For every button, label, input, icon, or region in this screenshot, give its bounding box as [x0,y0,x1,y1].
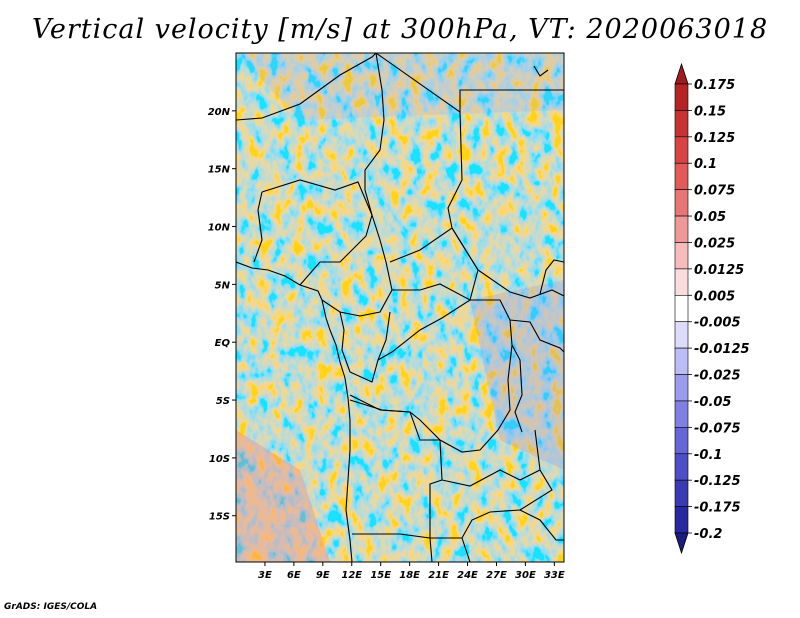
border-horn [539,259,564,295]
colorbar-swatch [674,453,689,481]
border-cameroon [321,214,393,317]
border-egypt-sudan [459,89,564,112]
colorbar-swatch [674,479,689,507]
x-tick-label: 12E [341,570,362,581]
x-tick-label: 15E [370,570,391,581]
colorbar-label: 0.175 [694,78,735,93]
x-tick-label: 6E [287,570,301,581]
colorbar-swatch [674,400,689,428]
border-chad-east [375,53,463,229]
x-tick-label: 24E [457,570,478,581]
colorbar-swatch [674,110,689,138]
y-tick-label: 10S [209,454,230,465]
colorbar-swatch [674,83,689,111]
colorbar-label: 0.1 [694,157,717,172]
colorbar-label: -0.175 [694,501,741,516]
map-frame [235,52,565,563]
y-tick-label: 5N [215,280,231,291]
colorbar-label: 0.005 [694,289,735,304]
colorbar-label: -0.2 [694,527,722,542]
x-tick-label: 33E [544,570,565,581]
colorbar-label: -0.025 [694,369,741,384]
y-tick-label: 5S [216,396,230,407]
y-tick-label: EQ [215,338,231,349]
coastline-west-africa [236,261,353,562]
x-tick-label: 3E [258,570,272,581]
chart-title: Vertical velocity [m/s] at 300hPa, VT: 2… [31,14,769,45]
map-area [236,53,564,562]
colorbar: 0.175 0.15 0.125 0.1 0.075 0.05 0.025 0.0125 0.0… [674,62,750,555]
colorbar-label: 0.125 [694,131,735,146]
x-tick-label: 30E [515,570,536,581]
x-tick-label: 18E [399,570,420,581]
colorbar-swatch [674,427,689,455]
colorbar-swatch [674,136,689,164]
east-descent-region [470,280,564,470]
colorbar-label: 0.15 [694,104,726,119]
colorbar-label: -0.0125 [694,342,750,357]
y-tick-label: 15N [208,165,231,176]
y-tick-label: 20N [208,107,231,118]
colorbar-swatch [674,347,689,375]
southwest-ascent-region [236,430,330,562]
border-chad-west [364,53,385,216]
colorbar-swatch [674,506,689,534]
colorbar-label: 0.075 [694,184,735,199]
border-nigeria [261,179,373,286]
colorbar-swatch [674,215,689,243]
colorbar-swatch [674,374,689,402]
y-tick-label: 10N [208,223,231,234]
border-sinai [533,65,549,77]
country-borders [236,53,564,562]
colorbar-label: 0.0125 [694,263,744,278]
colorbar-label: -0.1 [694,448,722,463]
colorbar-swatch [674,162,689,190]
colorbar-label: 0.025 [694,236,735,251]
y-tick-label: 15S [209,512,230,523]
x-tick-label: 27E [486,570,507,581]
y-axis: 20N 15N 10N 5N EQ 5S 10S 15S [208,107,236,523]
colorbar-swatch [674,189,689,217]
x-tick-label: 21E [428,570,449,581]
x-axis: 3E 6E 9E 12E 15E 18E 21E 24E 27E 30E 33E [258,562,565,581]
border-uganda-kenya [509,319,564,353]
colorbar-swatch [674,294,689,323]
border-namibia-botswana [429,509,564,562]
colorbar-label: -0.075 [694,421,741,436]
colorbar-label: 0.05 [694,210,726,225]
border-sudan-south [451,227,564,299]
border-angola [349,399,443,539]
x-tick-label: 9E [316,570,330,581]
colorbar-swatch [674,321,689,349]
border-zambia [441,469,553,511]
border-sahara-north [236,53,377,121]
colorbar-label: -0.125 [694,474,741,489]
vertical-velocity-field [236,53,564,562]
border-east-lakes [511,344,541,471]
colorbar-extend-max [674,62,689,85]
colorbar-label: -0.05 [694,395,731,410]
border-car [389,227,479,301]
colorbar-swatch [674,242,689,270]
grads-credit: GrADS: IGES/COLA [4,602,98,612]
colorbar-extend-min [674,532,689,555]
border-west-sahel [253,191,263,263]
border-congo [339,311,391,383]
colorbar-swatch [674,268,689,296]
colorbar-label: -0.005 [694,316,741,331]
north-descent-region [236,53,564,120]
